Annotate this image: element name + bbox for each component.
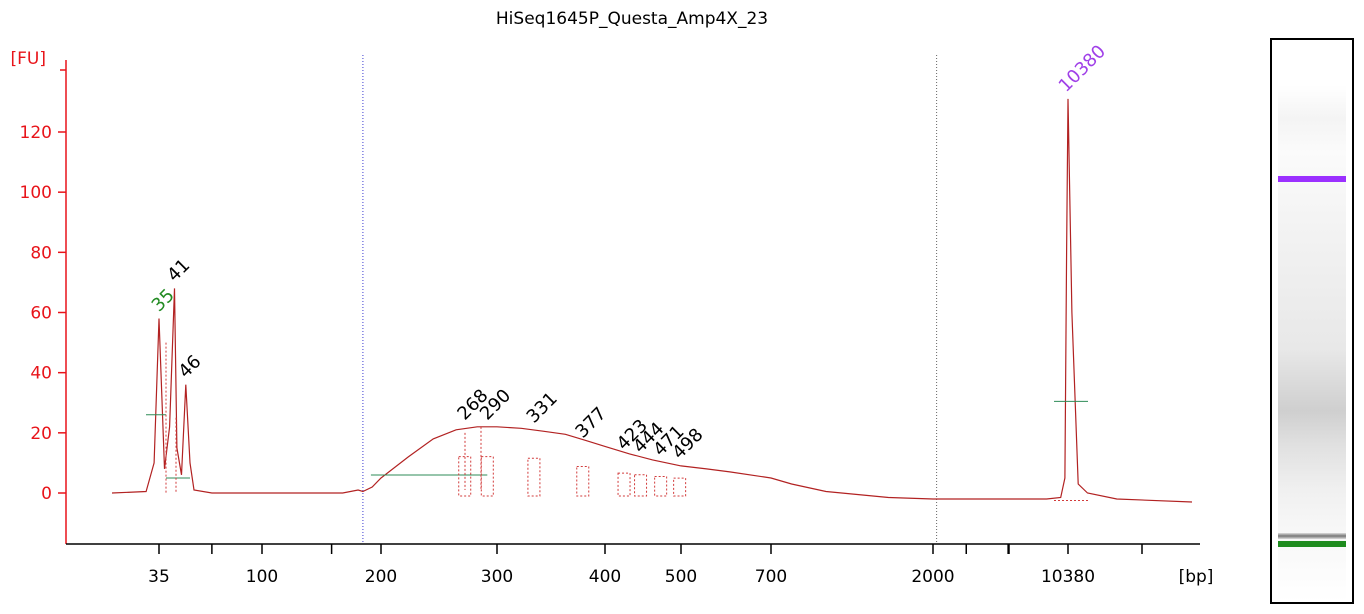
- x-tick-label: 2000: [911, 567, 954, 587]
- peak-10380-label: 10380: [1055, 41, 1110, 96]
- x-tick-label: 700: [755, 567, 787, 587]
- y-tick-label: 40: [30, 364, 52, 384]
- x-tick-label: 500: [665, 567, 697, 587]
- x-tick-label: 10380: [1041, 567, 1095, 587]
- peak-331-label: 331: [523, 388, 562, 427]
- chart-title: HiSeq1645P_Questa_Amp4X_23: [496, 9, 768, 29]
- peak-377-label: 377: [571, 403, 610, 442]
- x-tick-label: 100: [246, 567, 278, 587]
- peak-471-box: [654, 475, 668, 497]
- y-axis-label: [FU]: [11, 49, 47, 69]
- x-tick-label: 400: [589, 567, 621, 587]
- lower-shadow-band: [1278, 532, 1346, 539]
- trace-line: [111, 98, 1193, 503]
- peak-41-label: 41: [163, 255, 194, 286]
- x-axis-label: [bp]: [1179, 567, 1214, 587]
- peak-290-box: [480, 456, 494, 497]
- peak-377-box: [576, 466, 590, 497]
- x-tick-label: 300: [481, 567, 513, 587]
- y-tick-label: 100: [20, 183, 52, 203]
- peak-444-box: [634, 474, 648, 497]
- gel-image: [1270, 38, 1354, 604]
- y-tick-label: 60: [30, 304, 52, 324]
- peak-331-box: [527, 457, 541, 497]
- peak-498-box: [673, 477, 687, 497]
- x-tick-label: 35: [148, 567, 170, 587]
- lower-marker-band: [1278, 540, 1346, 547]
- peak-46-label: 46: [174, 351, 205, 382]
- y-tick-label: 120: [20, 123, 52, 143]
- upper-marker-band: [1278, 175, 1346, 182]
- electropherogram-chart: HiSeq1645P_Questa_Amp4X_23 [FU] 0 20 40 60 80…: [11, 9, 1214, 587]
- y-tick-label: 80: [30, 243, 52, 263]
- y-tick-label: 20: [30, 424, 52, 444]
- x-tick-label: 200: [365, 567, 397, 587]
- gel-lane: [1278, 40, 1346, 602]
- y-tick-label: 0: [41, 484, 52, 504]
- peak-423-box: [617, 472, 631, 497]
- peak-268-box: [458, 456, 472, 497]
